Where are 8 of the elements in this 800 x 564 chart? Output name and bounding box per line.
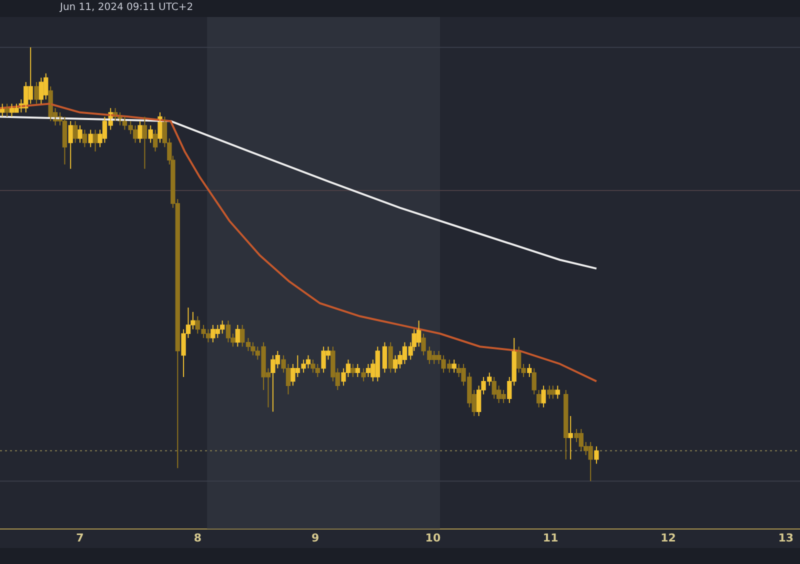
x-tick-label: 10	[425, 531, 441, 544]
x-tick-label: 8	[194, 531, 202, 544]
x-tick-label: 7	[76, 531, 84, 544]
x-tick-label: 11	[542, 531, 558, 544]
text: Jun 11, 2024 09:11 UTC+2	[60, 2, 194, 13]
x-tick-label: 9	[311, 531, 320, 544]
x-tick-label: 12	[660, 531, 676, 544]
x-tick-label: 13	[778, 531, 794, 544]
